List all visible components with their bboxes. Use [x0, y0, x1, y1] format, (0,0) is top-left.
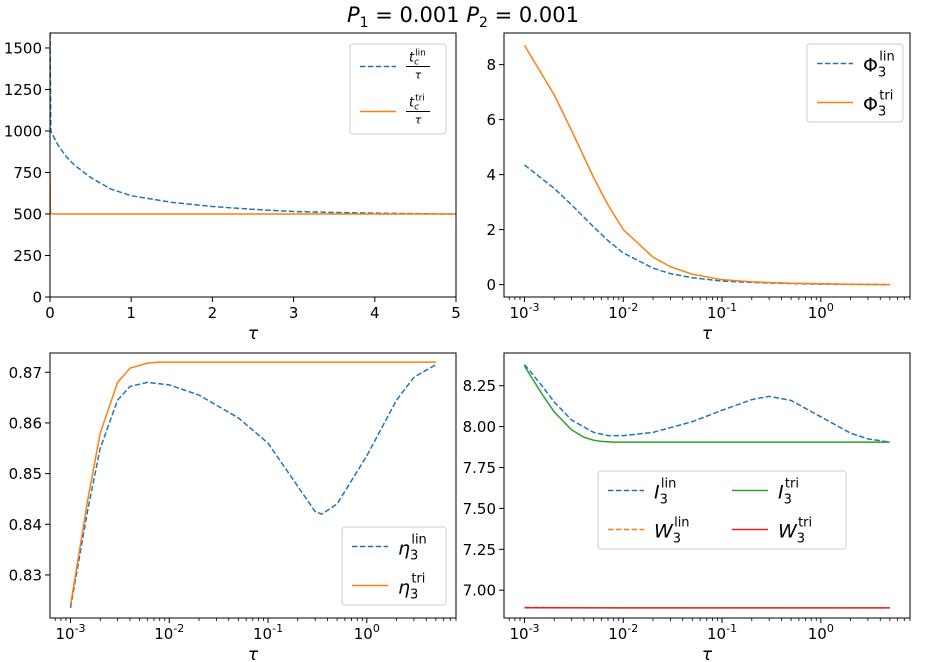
legend-label: I3lin — [654, 477, 676, 508]
y-tick-label: 7.50 — [463, 500, 496, 518]
plot-area — [523, 363, 890, 609]
series-line-1 — [50, 170, 456, 215]
x-tick-label: 10-1 — [707, 622, 737, 643]
legend-label-numerator: tctri — [409, 94, 425, 113]
legend: Φ3lin Φ3tri — [806, 43, 904, 123]
legend-label: I3tri — [778, 477, 799, 508]
y-tick-label: 750 — [13, 164, 42, 182]
x-tick-label: 100 — [808, 301, 834, 322]
x-tick-label: 10-2 — [608, 622, 638, 643]
x-tick-label: 10-3 — [55, 622, 85, 643]
plot-area — [69, 361, 437, 609]
panel-top-left: 0 1 2 3 4 5τ0250500750100012501500tclinτtctri… — [4, 32, 461, 344]
y-tick-label: 0.87 — [9, 364, 42, 382]
x-tick-label: 1 — [126, 304, 136, 322]
x-tick-label: 10-2 — [608, 301, 638, 322]
panel-bottom-right: 10-3 10-2 10-1 100 τ 7.00 7.25 7.50 7.75 8.00 8.25… — [463, 352, 911, 662]
y-tick-label: 0.83 — [9, 566, 42, 584]
panel-top-right: 10-3 10-2 10-1 100 τ 0 2 4 6 8 Φ3lin Φ3tri — [486, 32, 911, 344]
x-tick-label: 10-1 — [253, 622, 283, 643]
x-tick-label: 5 — [451, 304, 461, 322]
legend-label: η3tri — [398, 572, 425, 603]
y-tick-label: 0 — [486, 276, 496, 294]
x-tick-label: 10-2 — [154, 622, 184, 643]
x-tick-label: 2 — [208, 304, 218, 322]
y-tick-label: 0.84 — [9, 516, 42, 534]
y-tick-label: 1250 — [4, 81, 42, 99]
y-tick-label: 8.00 — [463, 418, 496, 436]
legend-label: W3lin — [654, 516, 690, 547]
x-tick-label: 10-3 — [509, 301, 539, 322]
x-tick-label: 0 — [45, 304, 55, 322]
legend-frame — [349, 43, 447, 135]
y-tick-label: 250 — [13, 247, 42, 265]
legend-label: Φ3tri — [863, 89, 893, 120]
legend: I3lin W3lin I3tri W3tri — [597, 470, 847, 550]
series-line-1 — [523, 44, 890, 286]
figure-title: P1 = 0.001 P2 = 0.001 — [347, 3, 579, 31]
legend-label: η3lin — [398, 533, 427, 564]
plot-area — [523, 44, 890, 286]
x-tick-label: 10-3 — [509, 622, 539, 643]
series-line-0 — [50, 33, 456, 215]
x-axis-label: τ — [248, 324, 259, 344]
legend-frame — [341, 526, 447, 606]
y-tick-label: 1000 — [4, 122, 42, 140]
series-line-0 — [523, 363, 890, 443]
series-line-1 — [69, 361, 436, 606]
panel-bottom-left: 10-3 10-2 10-1 100 τ 0.83 0.84 0.85 0.86 0.87 η3li… — [9, 352, 457, 662]
y-tick-label: 7.00 — [463, 582, 496, 600]
x-tick-label: 10-1 — [707, 301, 737, 322]
y-tick-label: 8 — [486, 56, 496, 74]
series-line-0 — [524, 164, 890, 286]
x-axis-label: τ — [702, 645, 713, 662]
legend-frame — [597, 470, 847, 550]
x-tick-label: 4 — [370, 304, 380, 322]
y-tick-label: 500 — [13, 205, 42, 223]
legend-label-denominator: τ — [415, 114, 422, 127]
y-tick-label: 6 — [486, 111, 496, 129]
x-axis-label: τ — [248, 645, 259, 662]
legend-label: Φ3lin — [863, 50, 895, 81]
series-line-2 — [523, 365, 890, 443]
x-tick-label: 100 — [808, 622, 834, 643]
y-tick-label: 7.75 — [463, 459, 496, 477]
x-axis-label: τ — [702, 324, 713, 344]
y-tick-label: 7.25 — [463, 541, 496, 559]
y-tick-label: 0.86 — [9, 414, 42, 432]
y-tick-label: 1500 — [4, 39, 42, 57]
series-line-0 — [69, 364, 437, 609]
axes-frame — [49, 32, 457, 298]
y-tick-label: 0.85 — [9, 465, 42, 483]
legend-label-numerator: tclin — [409, 49, 426, 68]
x-tick-label: 100 — [354, 622, 380, 643]
legend-label: W3tri — [778, 516, 812, 547]
y-tick-label: 8.25 — [463, 377, 496, 395]
legend-label-denominator: τ — [415, 69, 422, 82]
legend: η3lin η3tri — [341, 526, 447, 606]
y-tick-label: 2 — [486, 221, 496, 239]
y-tick-label: 4 — [486, 166, 496, 184]
x-tick-label: 3 — [289, 304, 299, 322]
y-tick-label: 0 — [32, 289, 42, 307]
